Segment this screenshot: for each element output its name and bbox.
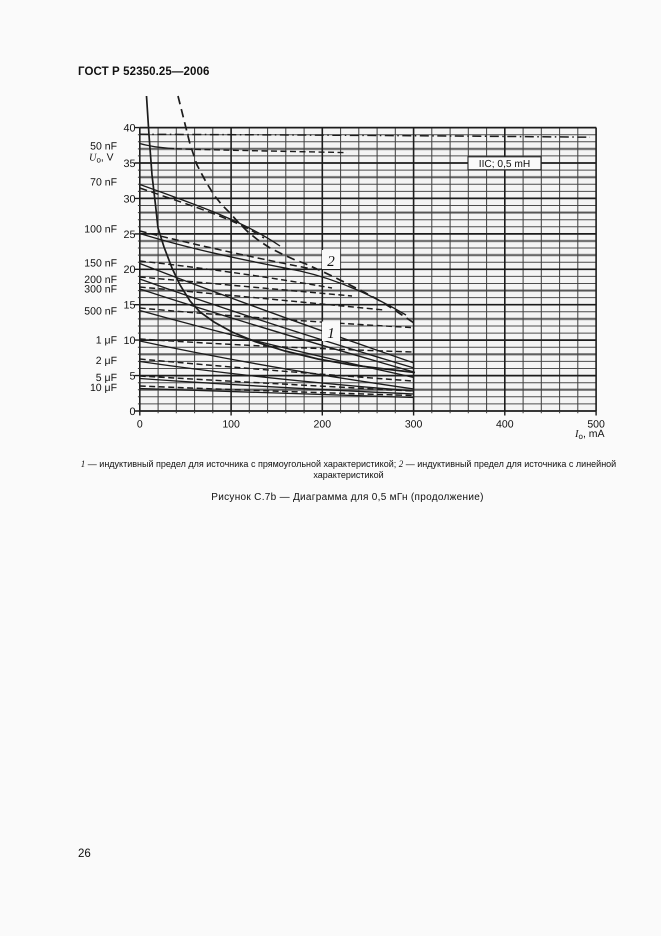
svg-text:IIC; 0,5 mH: IIC; 0,5 mH xyxy=(479,159,531,170)
svg-text:10: 10 xyxy=(123,335,135,347)
svg-text:100 nF: 100 nF xyxy=(84,224,117,236)
svg-text:Io, mA: Io, mA xyxy=(574,428,605,441)
svg-text:300 nF: 300 nF xyxy=(84,284,117,296)
svg-text:5 μF: 5 μF xyxy=(96,372,117,384)
svg-text:2: 2 xyxy=(327,254,335,270)
svg-text:400: 400 xyxy=(496,418,514,430)
svg-text:500 nF: 500 nF xyxy=(84,306,117,318)
svg-text:200 nF: 200 nF xyxy=(84,274,117,286)
svg-text:50 nF: 50 nF xyxy=(90,140,117,152)
svg-text:150 nF: 150 nF xyxy=(84,257,117,269)
svg-text:0: 0 xyxy=(137,418,143,430)
svg-text:70 nF: 70 nF xyxy=(90,177,117,189)
svg-text:2 μF: 2 μF xyxy=(96,355,117,367)
svg-text:0: 0 xyxy=(129,406,135,418)
svg-text:1 μF: 1 μF xyxy=(96,335,117,347)
svg-text:15: 15 xyxy=(123,300,135,312)
svg-text:200: 200 xyxy=(314,418,332,430)
svg-text:5: 5 xyxy=(129,371,135,383)
svg-text:25: 25 xyxy=(123,229,135,241)
svg-text:Uo, V: Uo, V xyxy=(89,153,114,165)
svg-text:10 μF: 10 μF xyxy=(90,382,117,394)
svg-text:20: 20 xyxy=(123,264,135,276)
svg-text:30: 30 xyxy=(123,193,135,205)
svg-text:1: 1 xyxy=(327,326,335,342)
svg-text:40: 40 xyxy=(123,123,135,135)
svg-text:300: 300 xyxy=(405,418,423,430)
svg-text:35: 35 xyxy=(123,158,135,170)
svg-text:500: 500 xyxy=(587,418,605,430)
svg-text:100: 100 xyxy=(222,418,240,430)
